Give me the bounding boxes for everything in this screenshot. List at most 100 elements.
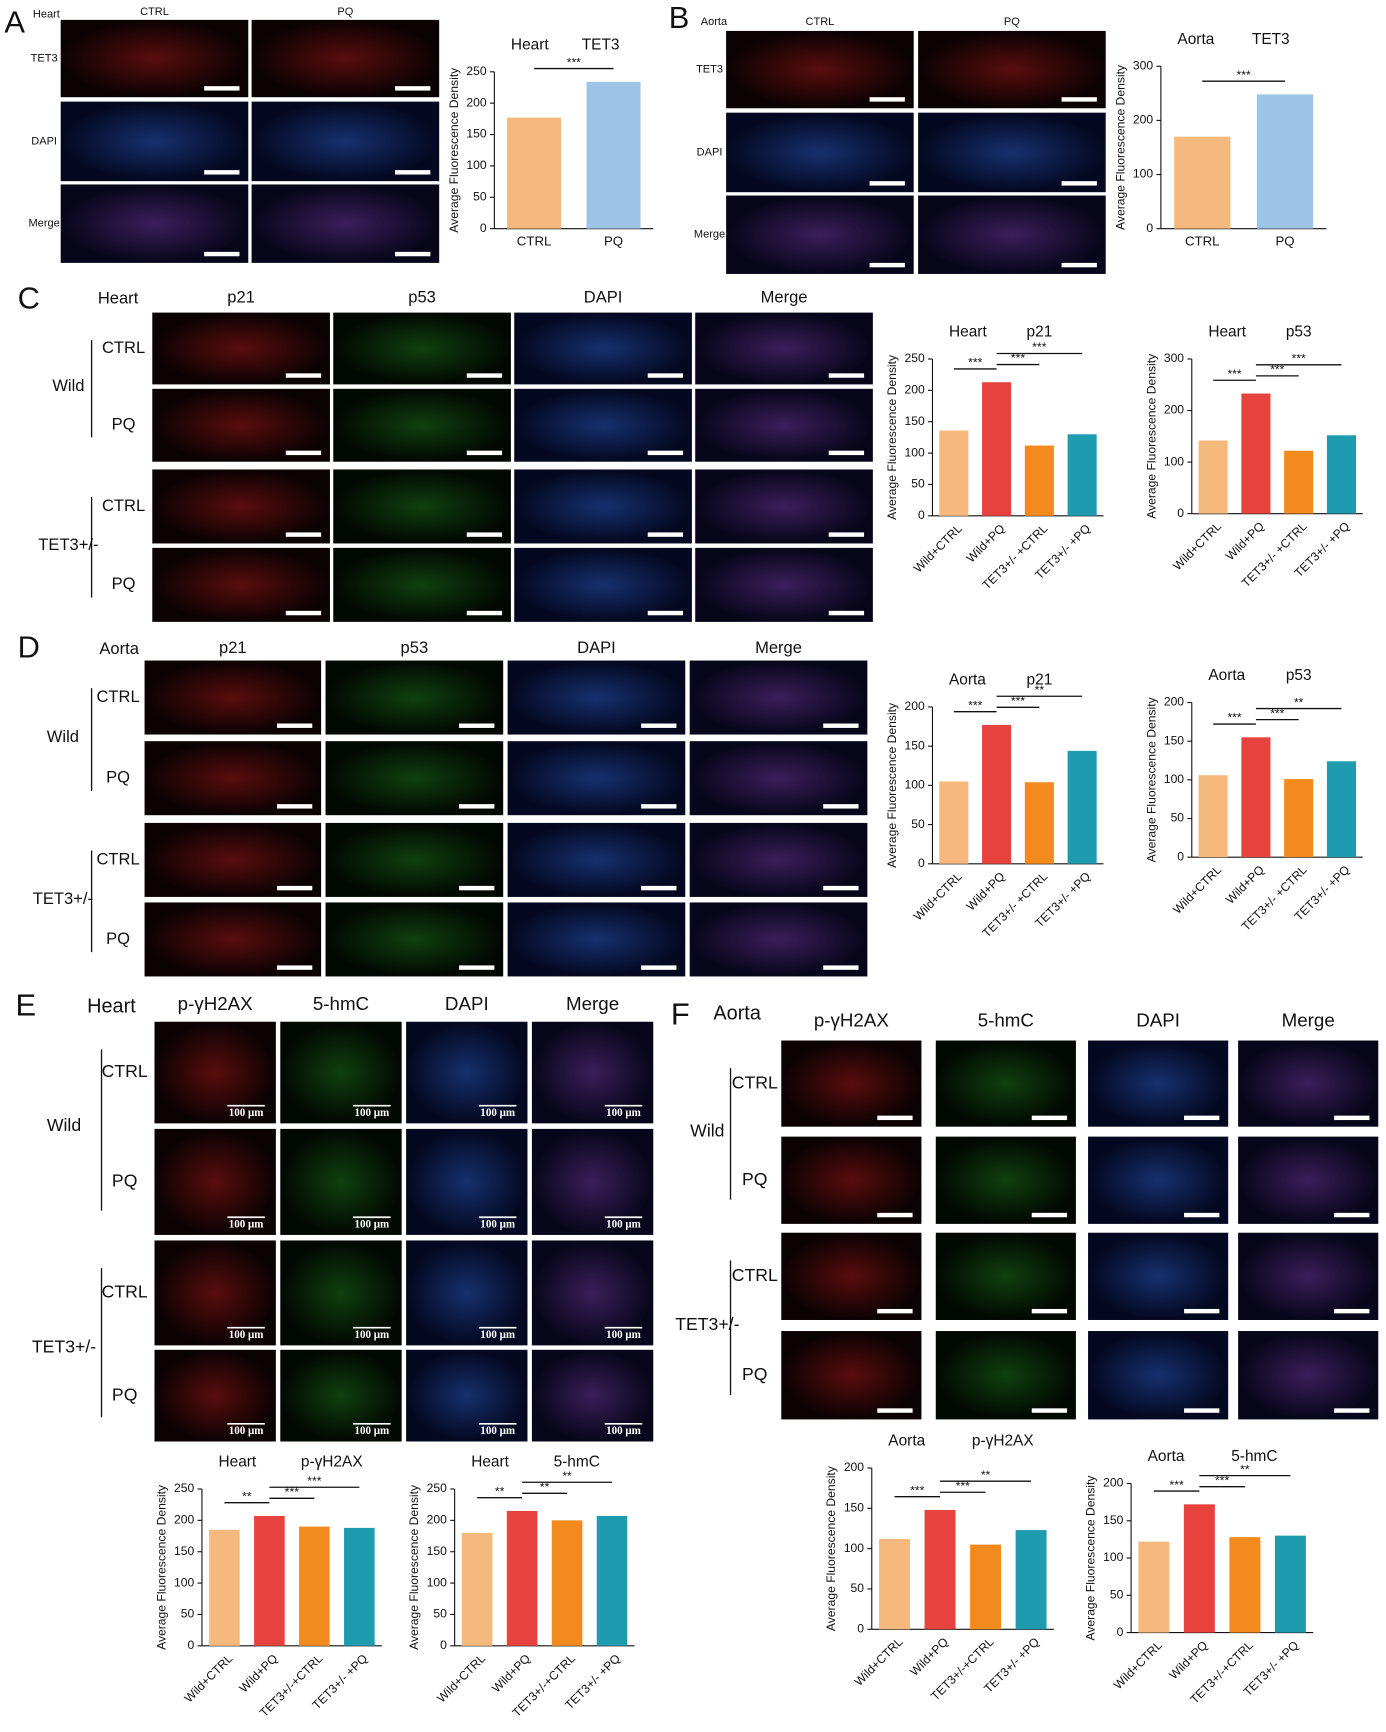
chart-title: Aorta <box>1177 31 1214 48</box>
panel-letter: F <box>671 996 690 1031</box>
significance-label: *** <box>1270 706 1284 720</box>
bar <box>982 724 1012 864</box>
scale-bar <box>877 1308 913 1314</box>
row-label: PQ <box>112 1384 138 1404</box>
column-header: 5-hmC <box>313 993 369 1014</box>
scale-label: 100 μm <box>355 1425 390 1437</box>
significance-label: ** <box>981 1468 991 1482</box>
bar <box>461 1532 493 1646</box>
micrograph <box>514 469 692 544</box>
chart-subtitle: p21 <box>1027 672 1053 689</box>
micrograph <box>333 547 511 622</box>
column-header: Merge <box>1282 1010 1335 1031</box>
scale-bar <box>204 86 240 91</box>
scale-bar <box>466 450 503 456</box>
y-tick-label: 200 <box>844 1460 864 1474</box>
column-header: DAPI <box>577 638 616 657</box>
bar <box>586 81 641 229</box>
y-tick-label: 200 <box>1164 403 1184 417</box>
tissue-label: Aorta <box>99 639 139 658</box>
chart-subtitle: 5-hmC <box>554 1454 600 1471</box>
chart-title: Heart <box>511 36 549 53</box>
micrograph <box>507 902 686 977</box>
significance-label: *** <box>1227 367 1241 381</box>
scale-bar <box>395 86 431 91</box>
row-label: CTRL <box>96 849 139 868</box>
tissue-label: Aorta <box>701 16 728 28</box>
panel-letter: B <box>669 0 690 35</box>
column-header: DAPI <box>584 288 623 307</box>
micrograph <box>514 312 692 385</box>
bar <box>1274 1535 1306 1633</box>
x-tick-label: Wild+PQ <box>964 869 1008 913</box>
significance-label: *** <box>1170 1478 1184 1492</box>
micrograph <box>1238 1232 1379 1320</box>
scale-bar <box>828 373 865 378</box>
micrograph <box>1088 1232 1229 1320</box>
group-label: Wild <box>47 727 79 746</box>
scale-bar <box>647 610 684 616</box>
micrograph <box>406 1349 528 1442</box>
scale-label: 100 μm <box>606 1219 641 1231</box>
scale-bar <box>641 723 677 728</box>
micrograph <box>251 184 440 263</box>
y-tick-label: 100 <box>1164 772 1184 786</box>
y-tick-label: 0 <box>857 1621 864 1635</box>
y-tick-label: 0 <box>1117 1625 1124 1639</box>
micrograph <box>918 112 1106 193</box>
row-label: CTRL <box>102 496 145 515</box>
panel-letter: E <box>15 988 36 1023</box>
y-tick-label: 0 <box>918 508 925 522</box>
row-label: PQ <box>112 415 136 434</box>
significance-label: *** <box>1215 1473 1229 1487</box>
micrograph <box>325 741 504 816</box>
panel-letter: C <box>18 281 40 316</box>
scale-bar <box>869 262 905 268</box>
scale-bar <box>1184 1408 1220 1413</box>
bar <box>1067 750 1097 864</box>
y-tick-label: 50 <box>851 1581 865 1595</box>
x-tick-label: Wild+PQ <box>1166 1638 1210 1682</box>
significance-label: *** <box>956 1479 970 1493</box>
scale-bar <box>641 885 677 891</box>
scale-bar <box>395 170 431 175</box>
column-header: DAPI <box>445 993 489 1014</box>
row-label: CTRL <box>102 1061 148 1081</box>
bar <box>1256 94 1314 229</box>
chart-title: Aorta <box>888 1433 925 1450</box>
row-label: TET3 <box>696 64 723 76</box>
chart-subtitle: p-γH2AX <box>972 1433 1034 1450</box>
y-tick-label: 200 <box>1103 1476 1123 1490</box>
scale-bar <box>276 965 313 970</box>
bar <box>506 1510 538 1646</box>
micrograph <box>60 184 249 263</box>
scale-bar <box>869 97 905 102</box>
scale-label: 100 μm <box>355 1329 390 1341</box>
bar <box>1138 1541 1170 1633</box>
y-axis-label: Average Fluorescence Density <box>1084 1475 1098 1641</box>
chart-subtitle: p-γH2AX <box>301 1454 363 1471</box>
x-tick-label: Wild+CTRL <box>1170 519 1224 573</box>
significance-label: *** <box>567 55 581 69</box>
micrograph <box>935 1136 1076 1224</box>
significance-label: *** <box>1011 351 1025 365</box>
scale-bar <box>823 723 859 728</box>
micrograph <box>695 312 873 385</box>
tissue-label: Heart <box>87 996 136 1018</box>
scale-bar <box>1334 1308 1370 1314</box>
y-tick-label: 200 <box>1133 113 1153 127</box>
scale-bar <box>1061 97 1097 102</box>
micrograph <box>325 902 504 977</box>
significance-label: *** <box>968 698 982 712</box>
bar <box>344 1527 375 1646</box>
y-tick-label: 100 <box>1103 1550 1123 1564</box>
row-label: CTRL <box>96 687 139 706</box>
y-tick-label: 100 <box>1164 454 1184 468</box>
scale-bar <box>466 610 503 616</box>
micrograph <box>726 112 914 193</box>
scale-bar <box>647 450 684 456</box>
x-tick-label: Wild+CTRL <box>911 521 965 575</box>
scale-label: 100 μm <box>229 1107 264 1119</box>
scale-bar <box>823 804 859 809</box>
significance-label: ** <box>495 1484 505 1498</box>
